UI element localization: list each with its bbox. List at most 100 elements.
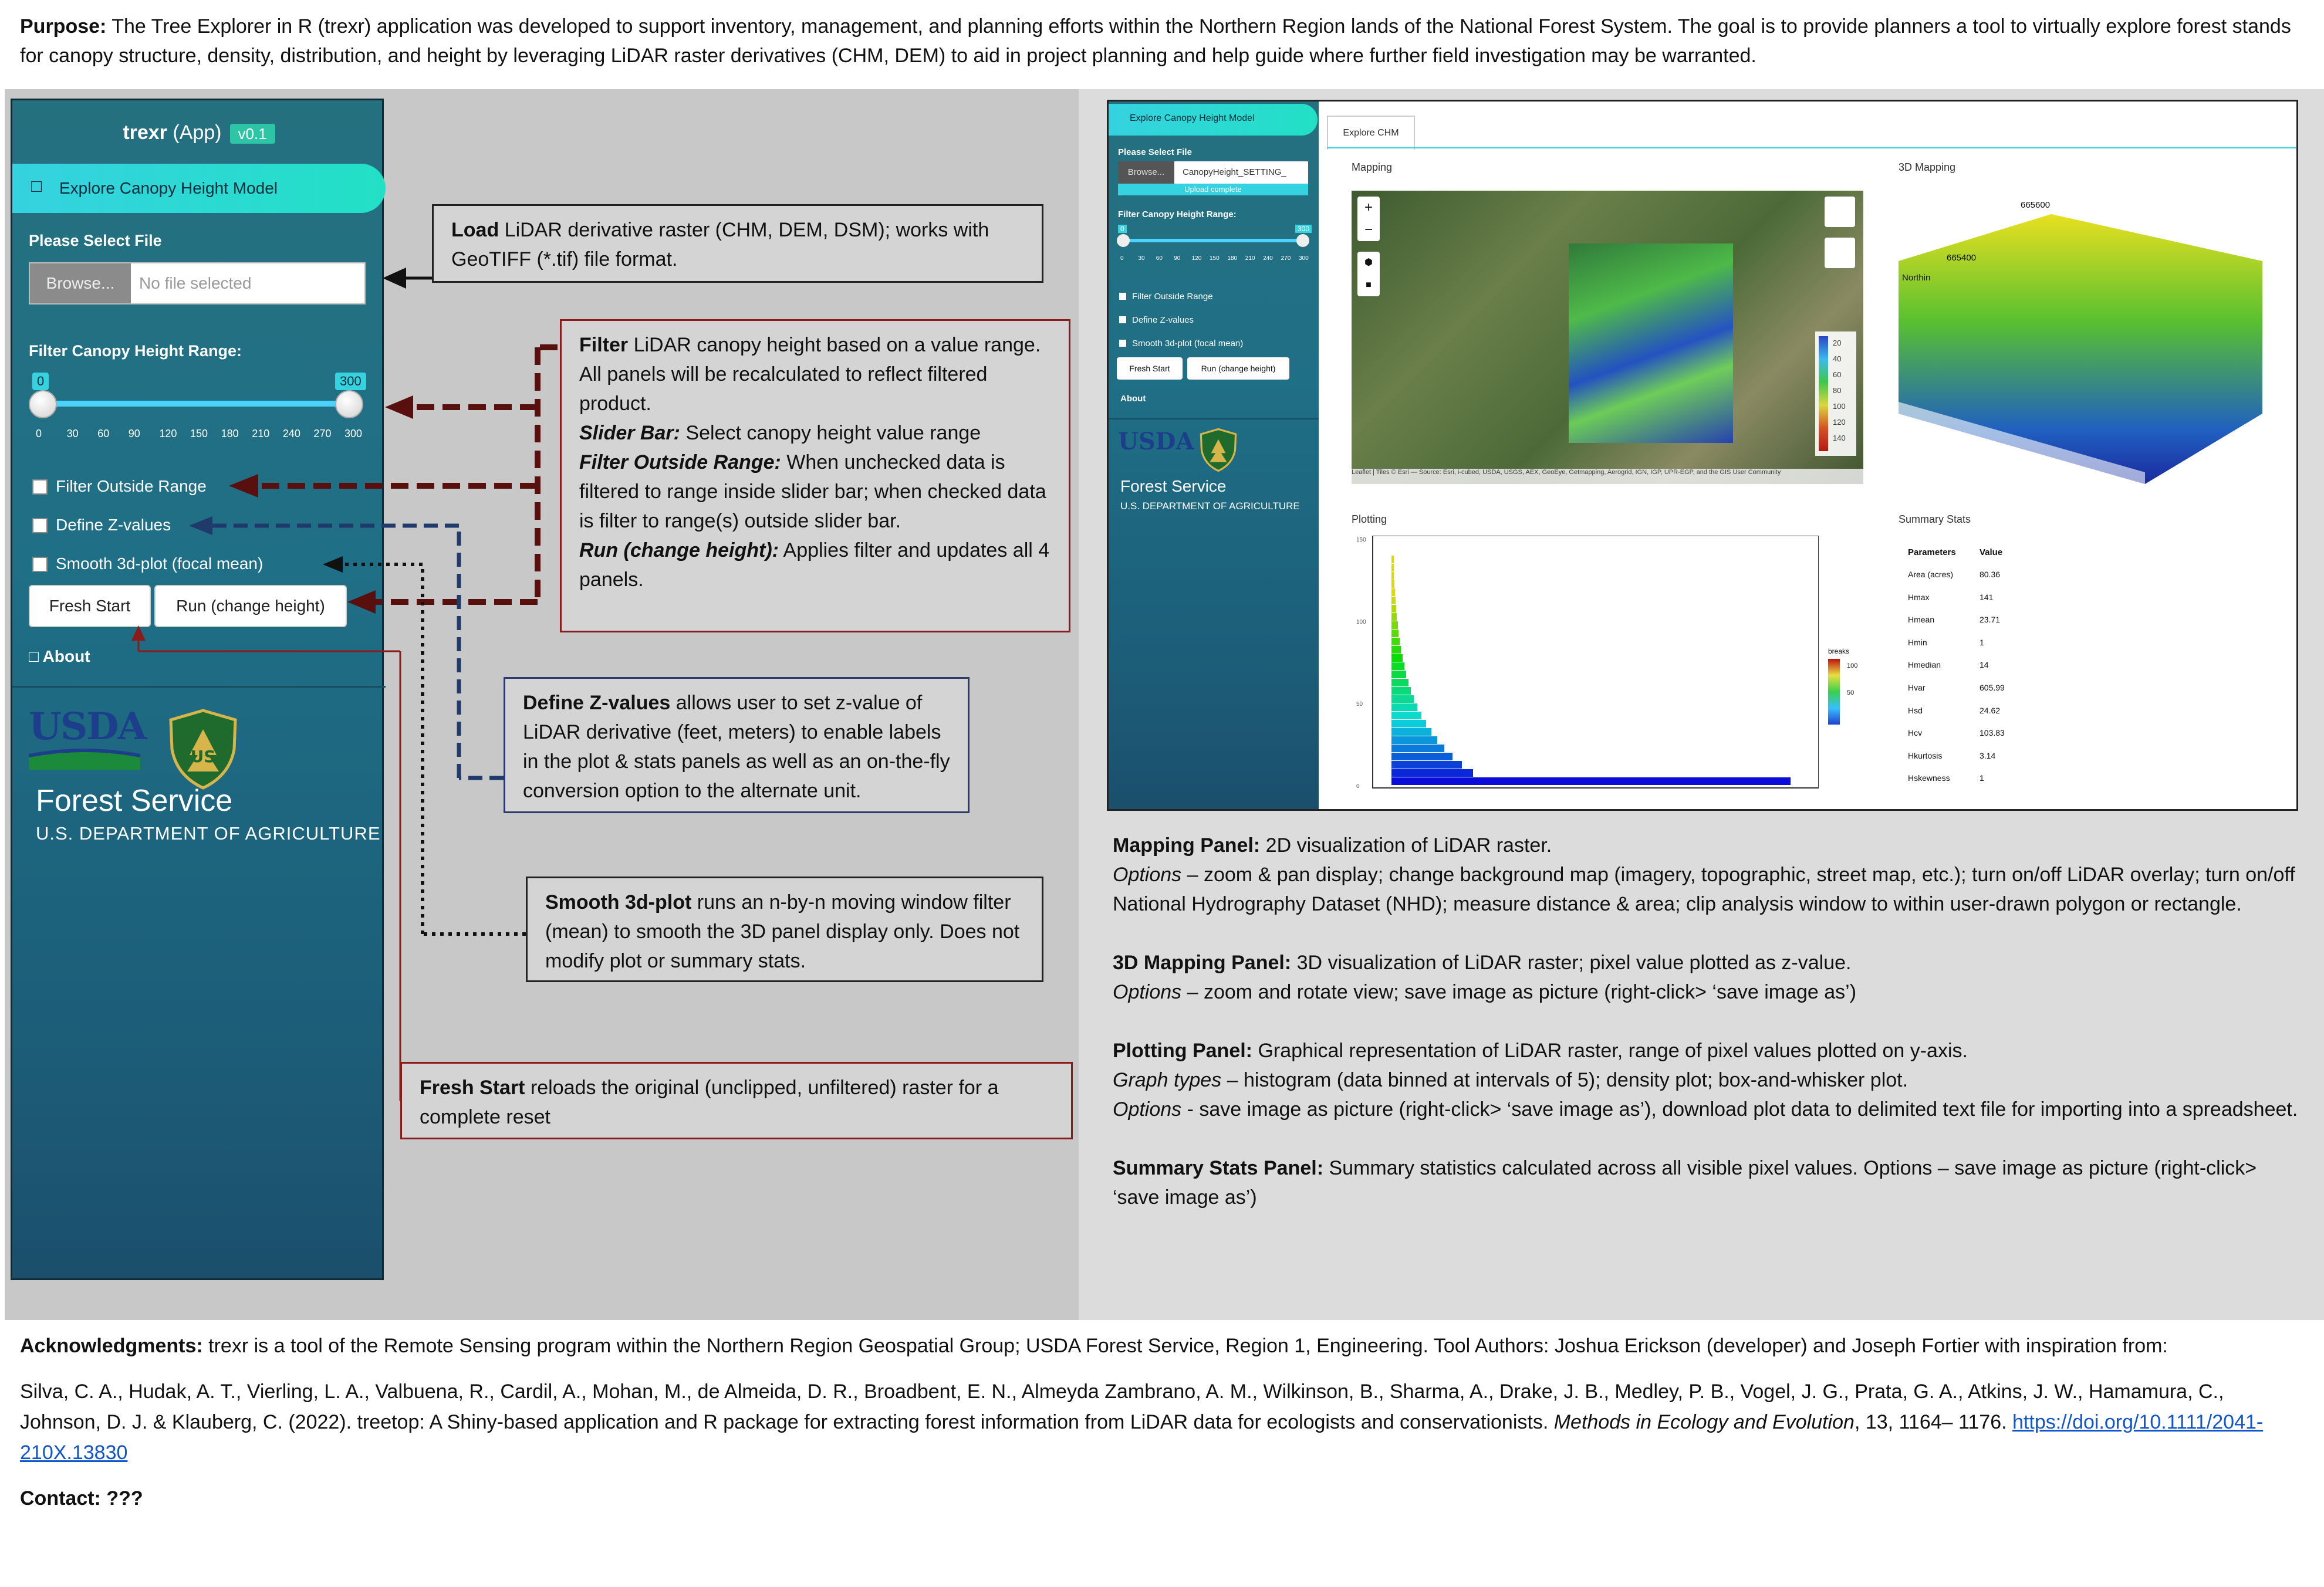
shot-legend-value: 40: [1833, 354, 1842, 363]
desc-mapping-text: 2D visualization of LiDAR raster.: [1260, 834, 1552, 857]
desc-plotting: Plotting Panel: Graphical representation…: [1113, 1036, 2298, 1065]
shot-chk2-label: Define Z-values: [1132, 315, 1194, 325]
citation-journal: Methods in Ecology and Evolution: [1553, 1411, 1855, 1433]
shot-breaks-ramp: [1828, 659, 1840, 725]
slider-tick-label: 180: [221, 428, 239, 439]
shot-plot-area[interactable]: 150 100 50 0: [1355, 535, 1819, 794]
shot-stats-param: Hcv: [1908, 728, 1923, 738]
slider-tick-label: 90: [128, 428, 140, 439]
shot-breaks-100: 100: [1847, 662, 1858, 669]
shot-stats-col-param: Parameters: [1908, 547, 1956, 557]
desc-plotting-text: Graphical representation of LiDAR raster…: [1252, 1040, 1968, 1062]
callout-load-text: LiDAR derivative raster (CHM, DEM, DSM);…: [451, 219, 989, 270]
callout-connectors: [131, 268, 558, 1101]
shot-stats-col-value: Value: [1980, 547, 2003, 557]
acknowledgments-section: Acknowledgments: trexr is a tool of the …: [20, 1331, 2297, 1514]
shot-stats-table: Parameters Value Area (acres) 80.36 Hmax 141…: [1908, 547, 2084, 796]
shot-stats-param: Hmax: [1908, 592, 1930, 602]
shot-histogram-bar: [1391, 753, 1453, 760]
slider-low-handle[interactable]: [29, 390, 57, 418]
shot-slider-tick-label: 300: [1299, 255, 1309, 262]
file-name-field[interactable]: No file selected: [139, 274, 252, 292]
desc-mapping-options: Options – zoom & pan display; change bac…: [1113, 860, 2298, 919]
define-z-checkbox[interactable]: [32, 518, 48, 533]
callout-run-line: Run (change height): Applies filter and …: [579, 536, 1051, 594]
filter-slider-arrowhead: [385, 395, 413, 419]
app-title-name: trexr: [123, 121, 167, 144]
sidebar-divider: [12, 686, 386, 688]
callout-filter-title: Filter: [579, 334, 629, 356]
callout-outside-title: Filter Outside Range:: [579, 451, 781, 473]
callout-load-title: Load: [451, 219, 499, 241]
shot-stats-param: Hmedian: [1908, 660, 1941, 670]
shot-stats-rows: Area (acres) 80.36 Hmax 141 Hmean 23.71 Hmin 1 H…: [1908, 570, 2084, 796]
shot-chk1-box[interactable]: [1119, 293, 1126, 300]
shot-fullscreen-icon[interactable]: [1825, 238, 1855, 268]
citation-doi-link[interactable]: https://doi.org/10.1111/2041-210X.13830: [20, 1411, 2264, 1464]
shot-stats-row: Hmean 23.71: [1908, 615, 2084, 638]
shot-usda-wordmark: USDA: [1118, 428, 1194, 455]
shot-stats-row: Hcv 103.83: [1908, 728, 2084, 751]
shot-badge-max: 300: [1295, 225, 1312, 233]
browse-button[interactable]: Browse...: [30, 263, 131, 303]
shot-file-label: Please Select File: [1118, 147, 1192, 157]
shot-layers-icon[interactable]: [1825, 197, 1855, 227]
menu-item-about[interactable]: □ About: [29, 647, 90, 666]
shot-stats-value: 3.14: [1980, 750, 1996, 760]
menu-item-explore-chm[interactable]: □ Explore Canopy Height Model: [12, 164, 386, 213]
shot-3d-view[interactable]: 665600 665400 Northin: [1899, 191, 2262, 484]
shot-browse-button[interactable]: Browse...: [1118, 161, 1174, 184]
shot-histogram-ytick: 150: [1356, 537, 1366, 543]
slider-high-handle[interactable]: [335, 390, 363, 418]
shot-histogram-bar: [1391, 703, 1418, 711]
slider-tick-label: 210: [252, 428, 270, 439]
shot-chk2-box[interactable]: [1119, 316, 1126, 323]
height-range-slider[interactable]: [42, 401, 350, 407]
shot-legend-value: 120: [1833, 418, 1846, 427]
shot-plotting-title: Plotting: [1352, 513, 1387, 525]
shot-zoom-control[interactable]: + −: [1357, 197, 1380, 241]
shot-about[interactable]: About: [1120, 394, 1146, 404]
shot-slider-tick-label: 270: [1281, 255, 1291, 262]
dashboard-icon: □: [31, 177, 42, 196]
shot-draw-control[interactable]: ⬢ ■: [1357, 252, 1380, 296]
shot-legend-value: 20: [1833, 339, 1842, 347]
shot-slider-tick-label: 210: [1245, 255, 1255, 262]
shot-legend-ramp: [1819, 336, 1828, 451]
shot-lidar-overlay: [1569, 243, 1733, 443]
shot-run-button[interactable]: Run (change height): [1187, 357, 1289, 380]
shot-slider-low[interactable]: [1117, 234, 1130, 247]
about-label: About: [42, 647, 90, 665]
desc-mapping-options-text: – zoom & pan display; change background …: [1113, 864, 2295, 915]
shot-slider[interactable]: [1124, 239, 1302, 242]
shot-fresh-button[interactable]: Fresh Start: [1117, 357, 1183, 380]
shot-chk3-box[interactable]: [1119, 340, 1126, 347]
shot-menu-item[interactable]: Explore Canopy Height Model: [1109, 104, 1318, 136]
smooth-3d-checkbox[interactable]: [32, 557, 48, 572]
shot-histogram-bar: [1391, 621, 1398, 629]
callout-define-z: Define Z-values allows user to set z-val…: [504, 677, 970, 813]
shot-mapping-title: Mapping: [1352, 161, 1393, 173]
shot-slider-tick-label: 150: [1210, 255, 1220, 262]
callout-slider-title: Slider Bar:: [579, 422, 680, 444]
shot-stats-param: Hsd: [1908, 705, 1923, 715]
shot-legend-value: 140: [1833, 434, 1846, 442]
shot-histogram-bar: [1391, 613, 1397, 621]
shot-slider-high[interactable]: [1296, 234, 1309, 247]
panel-descriptions: Mapping Panel: 2D visualization of LiDAR…: [1113, 831, 2298, 1212]
shot-slider-tick-label: 30: [1138, 255, 1145, 262]
shot-stats-param: Area (acres): [1908, 570, 1954, 579]
shot-tab-explore-chm[interactable]: Explore CHM: [1327, 116, 1415, 150]
shot-map-view[interactable]: + − ⬢ ■ 20 40 60 80 100 120 140 Leaflet | Tiles …: [1352, 191, 1863, 484]
shot-dept: U.S. DEPARTMENT OF AGRICULTURE: [1120, 500, 1300, 512]
shot-legend-value: 100: [1833, 402, 1846, 411]
fresh-start-button[interactable]: Fresh Start: [29, 585, 151, 627]
file-input-group: Browse... No file selected: [29, 262, 366, 304]
shot-legend-value: 60: [1833, 370, 1842, 379]
filter-outside-checkbox[interactable]: [32, 479, 48, 495]
desc-mapping: Mapping Panel: 2D visualization of LiDAR…: [1113, 831, 2298, 860]
shot-map-legend: 20 40 60 80 100 120 140: [1815, 331, 1856, 456]
run-change-height-button[interactable]: Run (change height): [154, 585, 347, 627]
slider-tick-label: 30: [66, 428, 79, 439]
shot-file-field[interactable]: CanopyHeight_SETTING_: [1174, 161, 1308, 184]
